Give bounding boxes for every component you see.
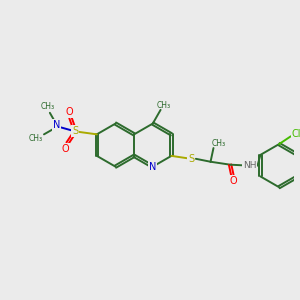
Text: S: S xyxy=(72,126,78,136)
Text: NH: NH xyxy=(243,161,256,170)
Text: N: N xyxy=(149,162,156,172)
Text: CH₃: CH₃ xyxy=(29,134,43,143)
Text: S: S xyxy=(188,154,194,164)
Text: CH₃: CH₃ xyxy=(211,139,225,148)
Text: Cl: Cl xyxy=(292,129,300,139)
Text: N: N xyxy=(53,120,60,130)
Text: O: O xyxy=(229,176,237,186)
Text: CH₃: CH₃ xyxy=(41,102,55,111)
Text: O: O xyxy=(62,144,69,154)
Text: O: O xyxy=(66,107,73,117)
Text: CH₃: CH₃ xyxy=(157,101,171,110)
